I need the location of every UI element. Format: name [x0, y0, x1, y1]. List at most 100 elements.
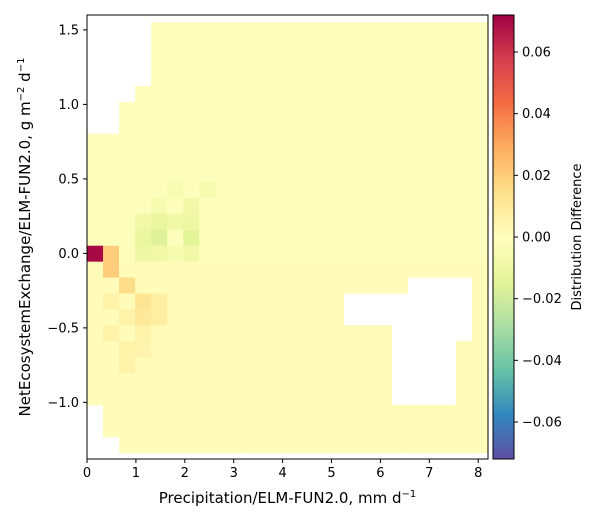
heatmap-cell: [199, 197, 216, 214]
heatmap-cell: [407, 245, 425, 262]
heatmap-cell: [439, 213, 457, 230]
heatmap-cell: [391, 245, 409, 262]
heatmap-cell: [295, 70, 312, 87]
heatmap-cell: [279, 133, 296, 151]
heatmap-cell: [359, 229, 377, 246]
heatmap-cell: [103, 213, 120, 230]
heatmap-cell: [343, 101, 360, 119]
heatmap-cell: [199, 101, 216, 119]
heatmap-cell: [375, 54, 393, 71]
heatmap-cell: [391, 117, 409, 135]
heatmap-cell: [87, 325, 104, 342]
heatmap-cell: [279, 229, 296, 246]
heatmap-cell: [279, 372, 296, 390]
heatmap-cell: [215, 229, 232, 246]
heatmap-cell: [391, 420, 409, 438]
heatmap-cell: [375, 436, 393, 453]
heatmap-cell: [407, 181, 425, 198]
heatmap-cell: [183, 22, 200, 39]
heatmap-cell: [103, 197, 120, 214]
heatmap-cell: [183, 261, 200, 278]
heatmap-cell: [295, 213, 312, 230]
heatmap-cell: [439, 54, 457, 71]
x-tick-label: 7: [425, 466, 433, 481]
heatmap-cell: [231, 165, 248, 182]
heatmap-cell: [199, 181, 216, 198]
heatmap-cell: [407, 54, 425, 71]
heatmap-cell: [167, 229, 184, 246]
colorbar-tick-label: −0.02: [522, 292, 562, 307]
heatmap-cell: [87, 388, 104, 406]
heatmap-cell: [295, 165, 312, 182]
heatmap-cell: [279, 70, 296, 87]
heatmap-cell: [471, 245, 489, 262]
heatmap-cell: [343, 197, 360, 214]
heatmap-cell: [327, 133, 344, 151]
heatmap-cell: [327, 22, 344, 39]
heatmap-cell: [247, 149, 264, 167]
heatmap-cell: [119, 404, 136, 422]
colorbar-tick-label: −0.06: [522, 416, 562, 431]
heatmap-cell: [167, 22, 184, 39]
heatmap-cell: [183, 357, 200, 374]
heatmap-cell: [359, 38, 377, 55]
heatmap-cell: [295, 22, 312, 39]
heatmap-cell: [231, 197, 248, 214]
heatmap-cell: [135, 101, 152, 119]
heatmap-cell: [279, 54, 296, 71]
heatmap-cell: [471, 165, 489, 182]
heatmap-cell: [279, 420, 296, 438]
heatmap-cell: [231, 372, 248, 390]
heatmap-cell: [151, 372, 168, 390]
heatmap-cell: [247, 70, 264, 87]
heatmap-cell: [471, 197, 489, 214]
heatmap-cell: [327, 293, 344, 310]
heatmap-cell: [359, 261, 377, 278]
heatmap-cell: [151, 54, 168, 71]
heatmap-cell: [231, 357, 248, 374]
heatmap-cell: [439, 38, 457, 55]
heatmap-cell: [471, 404, 489, 422]
heatmap-cell: [215, 85, 232, 103]
heatmap-cell: [439, 197, 457, 214]
heatmap-cell: [87, 197, 104, 214]
y-axis-label-main: NetEcosystemExchange/ELM-FUN2.0, g m: [16, 101, 34, 416]
heatmap-cell: [167, 38, 184, 55]
heatmap-cell: [151, 117, 168, 135]
heatmap-cell: [455, 101, 473, 119]
heatmap-cell: [167, 165, 184, 182]
heatmap-cell: [119, 245, 136, 262]
heatmap-cell: [263, 357, 280, 374]
heatmap-cell: [327, 325, 344, 342]
heatmap-cell: [135, 181, 152, 198]
heatmap-cell: [231, 70, 248, 87]
heatmap-cell: [295, 325, 312, 342]
heatmap-cell: [151, 133, 168, 151]
heatmap-cell: [311, 261, 328, 278]
heatmap-cell: [151, 341, 168, 358]
heatmap-cell: [247, 197, 264, 214]
heatmap-cell: [167, 325, 184, 342]
heatmap-cell: [151, 213, 168, 230]
heatmap-cell: [247, 165, 264, 182]
heatmap-cell: [311, 229, 328, 246]
heatmap-cell: [471, 229, 489, 246]
heatmap-cell: [231, 213, 248, 230]
heatmap-cell: [215, 261, 232, 278]
heatmap-cell: [151, 85, 168, 103]
heatmap-cell: [471, 54, 489, 71]
heatmap-cell: [87, 133, 104, 151]
heatmap-cell: [359, 357, 377, 374]
heatmap-cell: [119, 309, 136, 326]
heatmap-cell: [471, 372, 489, 390]
heatmap-cell: [247, 341, 264, 358]
heatmap-cell: [135, 133, 152, 151]
heatmap-cell: [183, 165, 200, 182]
heatmap-cell: [87, 165, 104, 182]
heatmap-cell: [231, 325, 248, 342]
heatmap-cell: [455, 436, 473, 453]
heatmap-cell: [375, 133, 393, 151]
heatmap-cell: [151, 70, 168, 87]
heatmap-cell: [215, 181, 232, 198]
heatmap-cell: [423, 101, 441, 119]
